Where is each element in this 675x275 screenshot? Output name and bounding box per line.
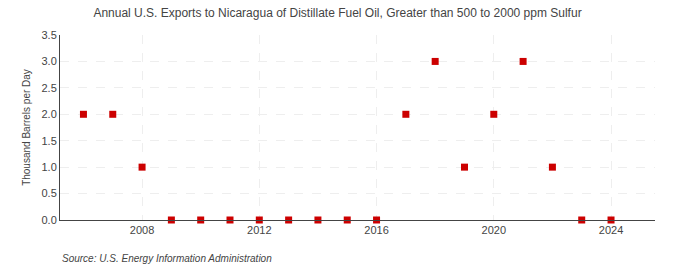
svg-text:1.5: 1.5 [42,135,57,147]
svg-text:Annual U.S. Exports to Nicarag: Annual U.S. Exports to Nicaragua of Dist… [93,6,581,20]
svg-text:3.0: 3.0 [42,55,57,67]
svg-text:Source: U.S. Energy Informatio: Source: U.S. Energy Information Administ… [62,253,272,264]
svg-text:2024: 2024 [599,224,623,236]
svg-text:0.5: 0.5 [42,187,57,199]
svg-text:2012: 2012 [247,224,271,236]
svg-text:2016: 2016 [364,224,388,236]
svg-text:3.5: 3.5 [42,29,57,41]
svg-text:1.0: 1.0 [42,161,57,173]
svg-text:2020: 2020 [482,224,506,236]
svg-text:2.0: 2.0 [42,108,57,120]
svg-text:0.0: 0.0 [42,214,57,226]
svg-text:Thousand Barrels per Day: Thousand Barrels per Day [21,69,32,186]
svg-text:2008: 2008 [130,224,154,236]
svg-text:2.5: 2.5 [42,82,57,94]
